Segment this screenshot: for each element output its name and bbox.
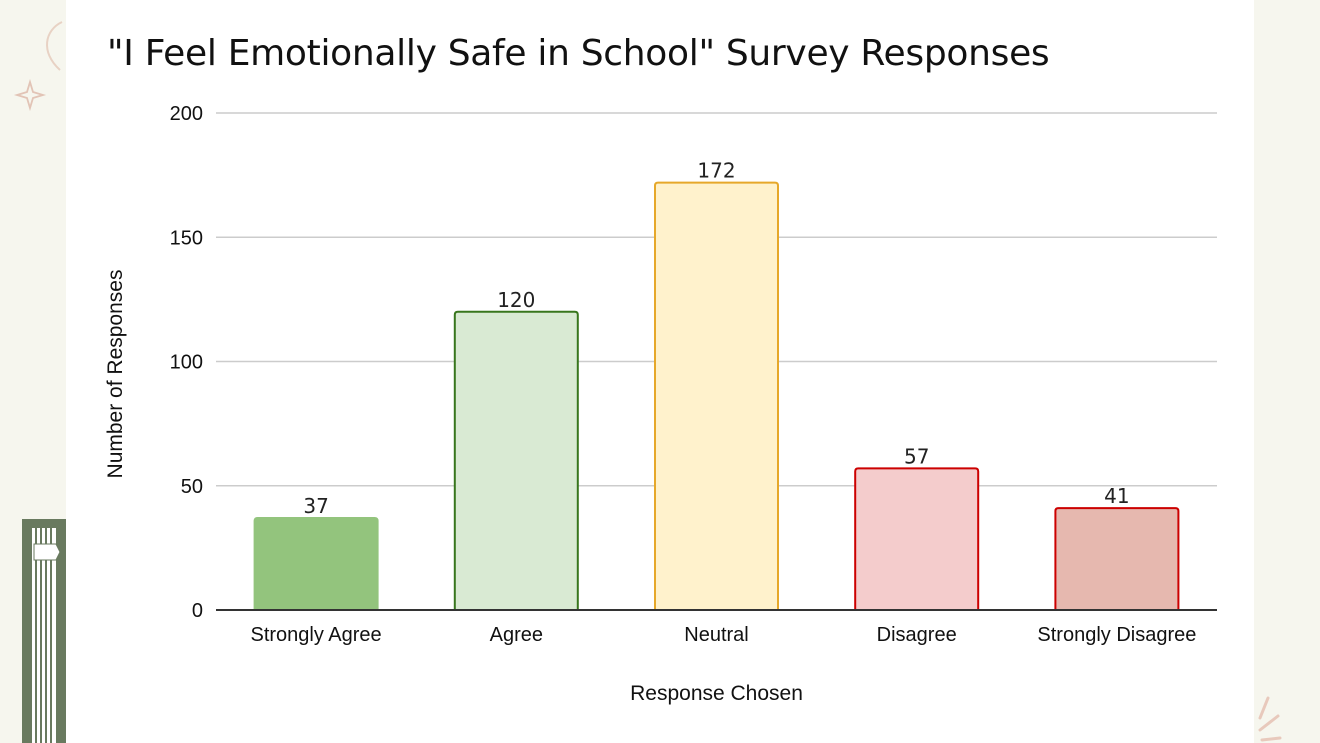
- sunburst-decoration-icon: [1258, 696, 1282, 742]
- bar-strongly-disagree: [1054, 507, 1180, 610]
- bar-disagree: [854, 467, 980, 610]
- x-axis-categories: Strongly Agree Agree Neutral Disagree Strong…: [250, 624, 1196, 646]
- data-label: 37: [303, 494, 328, 518]
- right-decoration: [1258, 696, 1282, 742]
- moon-decoration-icon: [46, 21, 63, 71]
- y-axis-ticks: 0 50 100 150 200: [170, 103, 203, 622]
- data-labels: 37 120 172 57 41: [303, 159, 1129, 518]
- chart-title: "I Feel Emotionally Safe in School" Surv…: [107, 33, 1050, 74]
- x-category-label: Disagree: [877, 624, 957, 646]
- data-label: 172: [697, 159, 735, 183]
- y-tick-label: 0: [192, 600, 203, 622]
- y-tick-label: 100: [170, 352, 203, 374]
- data-label: 120: [497, 288, 535, 312]
- data-label: 57: [904, 444, 929, 468]
- x-category-label: Agree: [490, 624, 543, 646]
- x-axis-label: Response Chosen: [630, 682, 803, 705]
- y-tick-label: 200: [170, 103, 203, 125]
- bar-strongly-agree: [253, 517, 379, 610]
- y-tick-label: 50: [181, 476, 203, 498]
- y-axis-label: Number of Responses: [104, 270, 127, 479]
- bars: [253, 181, 1180, 610]
- x-category-label: Neutral: [684, 624, 748, 646]
- left-decoration: [13, 21, 66, 743]
- bar-neutral: [654, 181, 779, 610]
- y-tick-label: 150: [170, 227, 203, 249]
- bar-agree: [453, 310, 579, 610]
- data-label: 41: [1104, 484, 1129, 508]
- sparkle-decoration-icon: [13, 78, 47, 112]
- x-category-label: Strongly Agree: [250, 624, 381, 646]
- x-category-label: Strongly Disagree: [1037, 624, 1196, 646]
